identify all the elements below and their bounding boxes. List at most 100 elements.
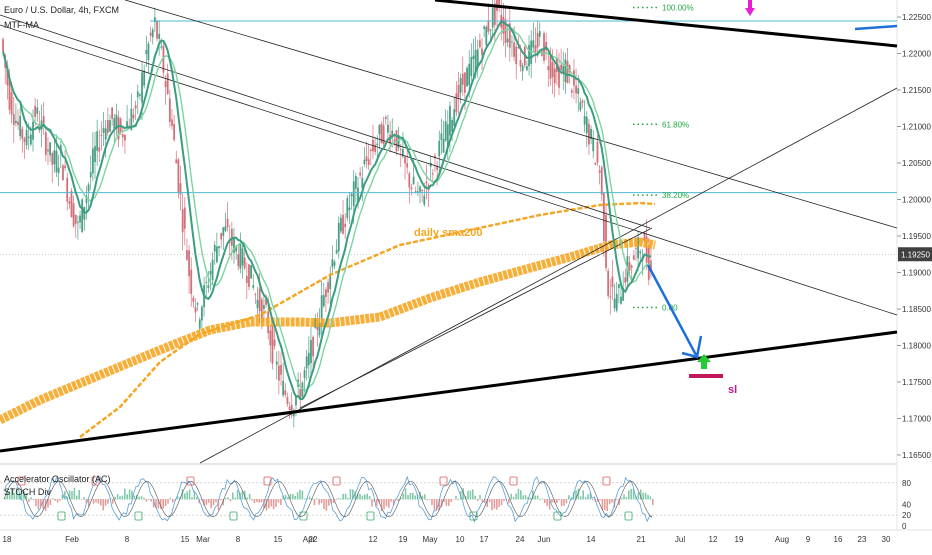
candle-body (51, 153, 54, 165)
candle-body (387, 124, 389, 133)
candle-body (40, 120, 43, 130)
candle-body (168, 98, 171, 122)
ac-histogram-bar (450, 499, 452, 502)
price-tick-label: 1.16500 (902, 451, 931, 460)
candle-body (273, 339, 276, 346)
candle-body (440, 133, 443, 140)
candle-body (17, 121, 19, 126)
candle-body (551, 62, 554, 78)
candle-body (436, 165, 439, 170)
price-tick-label: 1.19500 (902, 232, 931, 241)
candle-body (526, 66, 528, 71)
ac-histogram-bar (421, 495, 424, 500)
candle-body (72, 203, 75, 227)
ac-histogram-bar (548, 499, 551, 510)
ac-histogram-bar (30, 497, 32, 500)
time-tick-label: 19 (399, 535, 408, 544)
candle-body (89, 172, 92, 178)
ac-histogram-bar (28, 499, 30, 502)
ac-histogram-bar (649, 496, 652, 500)
ac-histogram-bar (637, 492, 640, 500)
ac-histogram-bar (515, 493, 517, 500)
ac-histogram-bar (316, 498, 318, 500)
candle-body (325, 289, 327, 298)
candle-body (498, 0, 501, 8)
trend-line (124, 0, 898, 229)
ac-histogram-bar (131, 490, 133, 500)
ac-histogram-bar (580, 496, 582, 500)
ac-histogram-bar (104, 499, 107, 506)
ac-histogram-bar (169, 497, 172, 500)
ac-histogram-bar (354, 491, 356, 500)
candle-body (207, 285, 210, 289)
ac-histogram-bar (8, 491, 11, 500)
candle-body (412, 176, 415, 185)
candle-body (613, 298, 616, 309)
candle-body (493, 3, 496, 25)
ac-histogram-bar (299, 489, 301, 500)
trend-line (199, 87, 898, 464)
candle-body (423, 195, 426, 205)
candle-body (598, 170, 601, 173)
osc-tick-label: 0 (902, 522, 907, 531)
candle-body (581, 100, 584, 103)
candle-body (560, 64, 563, 71)
candle-body (438, 140, 441, 157)
mtf-ma-layer (2, 20, 652, 401)
ac-histogram-bar (512, 497, 515, 500)
candle-body (36, 107, 39, 114)
candle-body (553, 68, 556, 84)
candle-body (34, 105, 37, 118)
ac-histogram-bar (589, 492, 592, 500)
candle-body (280, 364, 282, 375)
candle-body (393, 139, 396, 142)
ac-histogram-bar (428, 499, 431, 500)
candle-body (342, 214, 344, 234)
ac-histogram-bar (601, 499, 604, 510)
osc-tick-label: 40 (902, 500, 911, 509)
ac-histogram-bar (107, 499, 109, 504)
ac-histogram-bar (73, 487, 76, 500)
candle-body (348, 207, 351, 211)
candle-body (594, 162, 597, 165)
ac-histogram-bar (272, 499, 275, 510)
ac-histogram-bar (599, 499, 601, 501)
ac-histogram-bar (296, 492, 299, 500)
candle-body (376, 143, 379, 146)
ac-histogram-bar (414, 495, 416, 500)
candle-body (374, 144, 377, 152)
candle-body (25, 129, 28, 146)
ac-histogram-bar (568, 495, 570, 500)
ac-histogram-bar (455, 496, 457, 500)
ac-histogram-bar (280, 499, 282, 506)
time-tick-label: 12 (709, 535, 718, 544)
candle-body (538, 31, 541, 37)
oscillator-label: Accelerator Oscillator (AC) (4, 474, 111, 484)
candle-body (288, 406, 291, 410)
candle-body (421, 189, 424, 192)
ac-histogram-bar (592, 499, 594, 501)
candle-body (472, 55, 475, 60)
candle-body (265, 298, 267, 305)
ac-histogram-bar (328, 499, 330, 506)
ac-histogram-bar (529, 497, 532, 500)
lower-channel-line (0, 330, 898, 453)
ac-histogram-bar (188, 489, 191, 500)
candle-body (303, 370, 306, 379)
candle-body (513, 42, 515, 57)
ac-histogram-bar (308, 496, 311, 500)
candle-body (222, 227, 225, 236)
candle-body (431, 173, 434, 175)
candle-body (402, 149, 404, 157)
ac-histogram-bar (304, 498, 306, 500)
ac-histogram-bar (56, 499, 59, 503)
candle-body (310, 340, 312, 364)
candle-body (104, 128, 107, 140)
candle-body (258, 288, 261, 312)
candle-body (408, 173, 411, 188)
fib-level-label: 38.20% (662, 191, 689, 200)
ac-histogram-bar (301, 490, 304, 500)
